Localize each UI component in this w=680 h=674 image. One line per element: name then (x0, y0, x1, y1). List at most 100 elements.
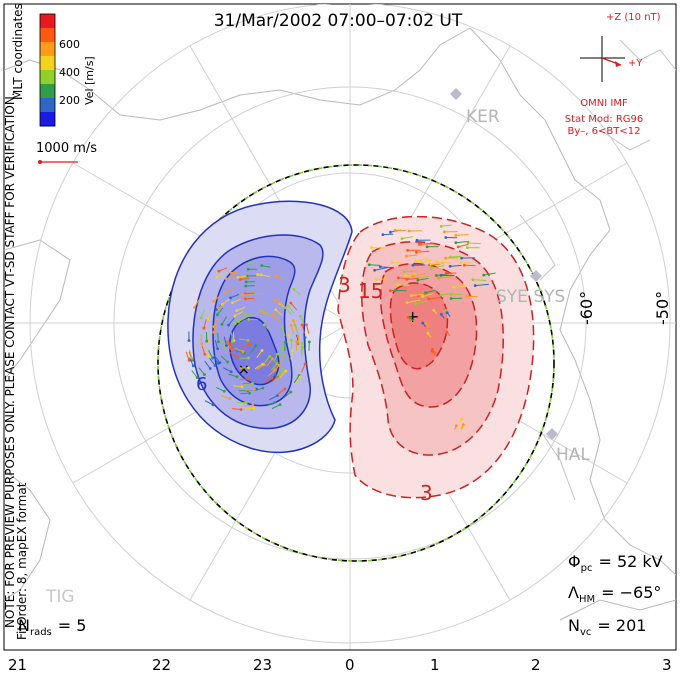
contour-label: 6 (196, 374, 207, 395)
velocity-vector (223, 336, 227, 346)
velocity-vector (261, 265, 271, 268)
mlt-tick: 2 (531, 656, 541, 674)
velocity-vector (273, 364, 280, 373)
velocity-vector-origin (248, 261, 251, 265)
velocity-vector-origin (222, 345, 226, 349)
velocity-vector-origin (252, 407, 256, 410)
contour-label: 15 (358, 279, 383, 303)
station-hal: HAL (546, 428, 590, 465)
velocity-vector-origin (256, 273, 260, 276)
velocity-vector-origin (276, 394, 279, 397)
velocity-vector-origin (296, 334, 300, 338)
velocity-vector (226, 340, 232, 349)
coords-label: MLT coordinates (11, 3, 25, 100)
velocity-vector-origin (203, 352, 207, 356)
velocity-vector (290, 325, 295, 335)
velocity-vector-origin (289, 338, 293, 342)
velocity-vector-origin (439, 224, 443, 228)
velocity-vector-origin (421, 321, 425, 325)
velocity-vector (228, 373, 238, 378)
colorbar-swatch (40, 14, 55, 29)
velocity-vector-origin (216, 347, 220, 351)
velocity-vector-origin (212, 299, 216, 303)
velocity-vector-origin (390, 261, 394, 264)
velocity-vector (231, 270, 241, 274)
velocity-vector (216, 272, 226, 278)
svg-text:Nvc= 201: Nvc = 201 (568, 616, 646, 638)
velocity-vector-origin (248, 342, 252, 346)
velocity-vector-origin (448, 264, 452, 268)
station-ker: KER (450, 88, 500, 127)
velocity-vector-origin (425, 245, 429, 249)
velocity-vector-origin (298, 314, 302, 318)
scale-vector-label: 1000 m/s (36, 141, 97, 156)
velocity-vector (216, 307, 224, 316)
imf-source: OMNI IMF (580, 98, 628, 109)
velocity-vector (267, 369, 276, 377)
velocity-vector-origin (233, 322, 237, 325)
velocity-vector-origin (396, 276, 400, 280)
velocity-vector (406, 254, 418, 257)
velocity-vector-origin (444, 236, 448, 239)
velocity-vector (266, 402, 275, 407)
velocity-vector (284, 342, 286, 352)
velocity-vector (237, 275, 247, 278)
velocity-vector (245, 313, 255, 316)
velocity-vector (213, 355, 221, 363)
velocity-vector-origin (230, 340, 234, 343)
velocity-vector-origin (246, 267, 250, 271)
velocity-vector (450, 264, 462, 267)
velocity-vector (380, 266, 393, 269)
velocity-vector-origin (268, 355, 271, 358)
velocity-vector (293, 375, 300, 384)
velocity-vector-origin (230, 346, 234, 350)
station-sye-sys: SYE SYS (496, 270, 565, 307)
velocity-vector-origin (284, 306, 287, 310)
mlt-tick: 22 (152, 656, 171, 674)
velocity-vector-origin (307, 340, 311, 344)
velocity-vector (279, 355, 285, 364)
velocity-vector-origin (459, 261, 463, 265)
velocity-vector-origin (262, 323, 266, 327)
velocity-vector (421, 259, 432, 263)
velocity-vector-origin (389, 230, 392, 234)
velocity-vector-origin (430, 349, 434, 353)
velocity-colorbar (39, 13, 56, 127)
imf-y-label: +Y (628, 58, 643, 69)
velocity-vector (472, 279, 487, 282)
velocity-vector (201, 345, 206, 355)
latitude-label-50: -50° (653, 291, 672, 325)
velocity-vector (243, 404, 253, 407)
velocity-vector (256, 350, 263, 358)
velocity-vector (294, 376, 301, 385)
imf-bin: By–, 6<BT<12 (568, 126, 641, 137)
velocity-vector (475, 283, 489, 287)
velocity-vector (425, 289, 437, 294)
velocity-vector-origin (417, 242, 421, 246)
velocity-vector-origin (291, 349, 295, 353)
velocity-vector-origin (370, 246, 374, 249)
velocity-vector (369, 264, 380, 266)
velocity-vector (270, 376, 279, 383)
velocity-vector (292, 320, 298, 329)
velocity-vector (293, 288, 301, 296)
positive-cell-core (389, 282, 449, 370)
velocity-vector-origin (300, 342, 304, 346)
velocity-vector (213, 318, 218, 327)
velocity-vector-origin (261, 362, 265, 366)
velocity-vector (218, 267, 228, 272)
velocity-vector-origin (420, 260, 423, 264)
velocity-vector-origin (303, 336, 307, 339)
velocity-vector (453, 285, 467, 288)
velocity-vector (236, 306, 246, 312)
velocity-vector (455, 234, 469, 236)
mlt-tick: 23 (253, 656, 272, 674)
velocity-vector-origin (270, 357, 274, 361)
velocity-vector-origin (222, 389, 226, 393)
velocity-vector-origin (241, 293, 244, 297)
velocity-vector (260, 309, 270, 315)
velocity-vector (245, 297, 255, 300)
velocity-vector (271, 404, 281, 410)
velocity-vector (401, 236, 414, 240)
